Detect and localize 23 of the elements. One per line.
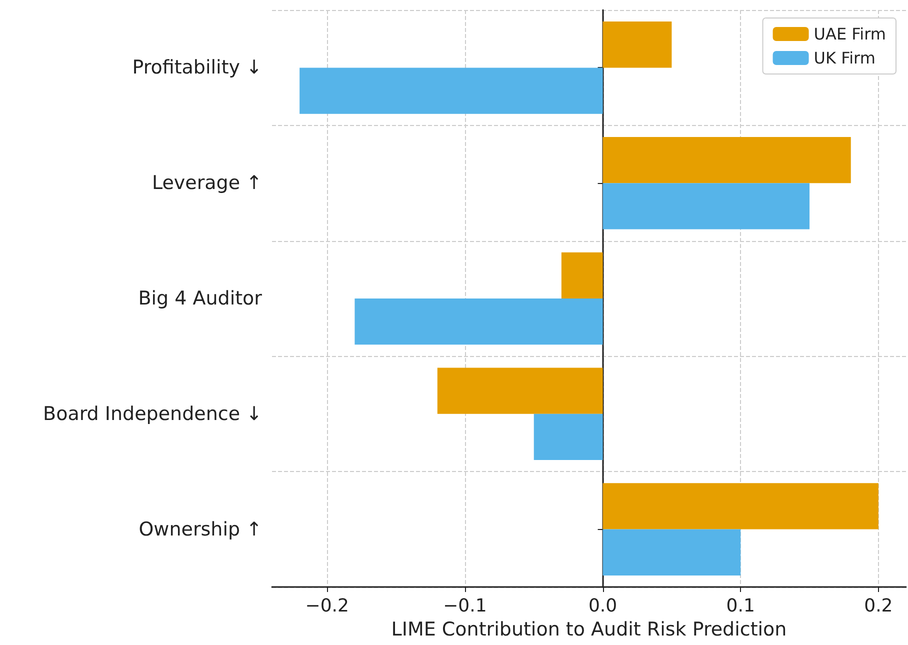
x-tick-label: 0.2 [864,596,893,616]
bar [561,252,603,298]
y-tick-label: Ownership ↑ [138,518,262,540]
bar [354,298,603,345]
bar [534,414,603,460]
bar [602,529,741,576]
bar [602,22,672,68]
y-tick-label: Big 4 Auditor [138,288,262,310]
x-axis-title: LIME Contribution to Audit Risk Prediction [391,618,787,640]
legend-label: UAE Firm [814,24,886,44]
bar [602,483,878,530]
x-tick-label: 0.0 [588,596,618,616]
x-tick-label: −0.1 [443,596,487,616]
bar [602,136,851,184]
y-tick-label: Leverage ↑ [152,172,262,194]
y-tick-label: Profitability ↓ [132,56,262,79]
bar [602,183,810,230]
x-tick-label: 0.1 [726,596,755,616]
x-tick-label: −0.2 [305,596,349,616]
legend-label: UK Firm [814,48,876,68]
bar [437,368,603,414]
bar [300,68,603,114]
y-tick-label: Board Independence ↓ [43,402,262,425]
